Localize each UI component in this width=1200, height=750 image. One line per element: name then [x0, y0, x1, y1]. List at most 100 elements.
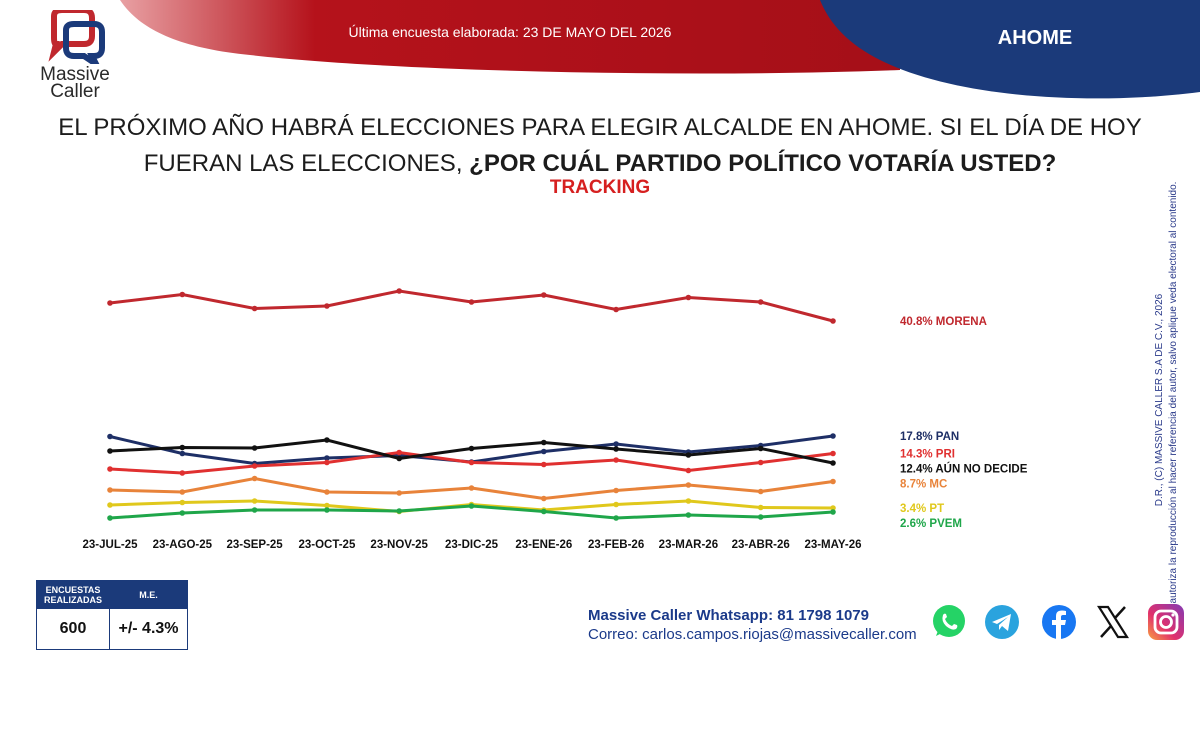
series-line-morena [109, 289, 834, 323]
data-point-aun-no-decide [613, 446, 619, 452]
series-pvem [107, 503, 836, 521]
surveys-header: ENCUESTAS REALIZADAS [37, 581, 109, 609]
header-banner [120, 0, 1200, 99]
x-tick-label: 23-DIC-25 [445, 539, 499, 551]
x-tick-label: 23-MAR-26 [659, 539, 718, 551]
data-point-pri [179, 470, 186, 476]
copyright-notice: D.R., (C) MASSIVE CALLER S.A DE C.V., 20… [1153, 50, 1187, 750]
data-point-morena [468, 299, 475, 305]
data-point-pvem [685, 512, 692, 518]
data-point-pvem [251, 507, 258, 513]
series-label-mc: 8.7% MC [900, 479, 947, 491]
data-point-mc [107, 487, 113, 493]
data-point-pri [107, 466, 113, 472]
data-point-pt [613, 501, 619, 508]
series-pri [107, 449, 836, 476]
x-tick-label: 23-NOV-25 [370, 539, 428, 551]
survey-date: Última encuesta elaborada: 23 DE MAYO DE… [348, 24, 672, 40]
data-point-mc [541, 495, 547, 502]
data-point-pan [179, 450, 186, 457]
data-point-pan [107, 433, 113, 440]
data-point-pri [396, 449, 403, 456]
series-morena [107, 288, 836, 324]
data-point-morena [179, 291, 186, 298]
series-label-pvem: 2.6% PVEM [900, 518, 962, 530]
data-point-pan [324, 455, 330, 461]
question-text: EL PRÓXIMO AÑO HABRÁ ELECCIONES PARA ELE… [30, 110, 1170, 182]
data-point-pvem [757, 514, 764, 520]
logo-name-second: Caller [50, 81, 100, 102]
series-label-pan: 17.8% PAN [900, 431, 959, 443]
data-point-mc [613, 487, 619, 494]
x-tick-label: 23-OCT-25 [298, 539, 355, 551]
data-point-pri [541, 461, 547, 468]
data-point-morena [251, 305, 258, 312]
copyright-line1: D.R., (C) MASSIVE CALLER S.A DE C.V., 20… [1154, 293, 1165, 507]
data-point-mc [830, 478, 836, 485]
data-point-pvem [613, 515, 619, 521]
data-point-pvem [107, 515, 113, 521]
data-point-pt [179, 499, 186, 506]
data-point-pri [685, 467, 692, 474]
table-divider [109, 581, 110, 649]
x-icon[interactable] [1094, 603, 1132, 641]
data-point-pri [613, 457, 619, 463]
data-point-aun-no-decide [396, 455, 403, 462]
data-point-mc [324, 489, 330, 495]
data-point-pvem [179, 510, 186, 516]
data-point-pvem [324, 507, 330, 513]
series-label-pri: 14.3% PRI [900, 449, 955, 461]
x-tick-label: 23-ABR-26 [732, 539, 790, 551]
facebook-icon[interactable] [1040, 603, 1078, 641]
data-point-pan [613, 441, 619, 447]
data-point-aun-no-decide [757, 445, 764, 452]
contact-info: Massive Caller Whatsapp: 81 1798 1079 Co… [588, 606, 917, 644]
series-aun-no-decide [107, 437, 836, 466]
data-point-morena [541, 292, 547, 298]
x-tick-label: 23-JUL-25 [83, 539, 139, 551]
data-point-aun-no-decide [251, 445, 258, 451]
question-emphasis: ¿POR CUÁL PARTIDO POLÍTICO VOTARÍA USTED… [469, 150, 1057, 177]
data-point-morena [757, 299, 764, 305]
data-point-pan [541, 448, 547, 455]
question-main: EL PRÓXIMO AÑO HABRÁ ELECCIONES PARA ELE… [58, 114, 1142, 177]
data-point-pvem [468, 503, 475, 509]
chart-subtitle: TRACKING [549, 177, 651, 198]
data-point-pri [830, 450, 836, 457]
series-label-morena: 40.8% MORENA [900, 316, 987, 328]
series-label-pt: 3.4% PT [900, 503, 944, 515]
instagram-icon[interactable] [1147, 603, 1185, 641]
data-point-mc [685, 482, 692, 488]
logo-name: Massive [40, 64, 110, 85]
data-point-mc [468, 485, 475, 491]
data-point-pvem [830, 509, 836, 515]
data-point-aun-no-decide [324, 437, 330, 443]
data-point-pt [830, 505, 836, 511]
data-point-morena [613, 306, 619, 313]
whatsapp-icon[interactable] [930, 603, 968, 641]
x-tick-label: 23-SEP-25 [226, 539, 283, 551]
margin-error-value: +/- 4.3% [118, 620, 179, 637]
data-point-aun-no-decide [830, 460, 836, 466]
data-point-morena [830, 318, 836, 324]
data-point-pt [324, 502, 330, 509]
data-point-aun-no-decide [685, 452, 692, 458]
data-point-pri [468, 459, 475, 466]
series-mc [107, 475, 836, 502]
data-point-pt [685, 498, 692, 504]
series-label-aun-no-decide: 12.4% AÚN NO DECIDE [900, 463, 1028, 476]
telegram-icon[interactable] [983, 603, 1021, 641]
data-point-pt [251, 498, 258, 504]
brand-logo: Massive Caller [30, 10, 120, 102]
email-contact[interactable]: Correo: carlos.campos.riojas@massivecall… [588, 626, 917, 643]
data-point-pt [107, 502, 113, 508]
x-tick-label: 23-ENE-26 [515, 539, 572, 551]
surveys-value: 600 [59, 620, 87, 637]
tracking-line-chart: 23-JUL-25 23-AGO-25 23-SEP-25 23-OCT-25 23-N… [83, 288, 1028, 551]
region-label: AHOME [997, 27, 1073, 49]
data-point-aun-no-decide [107, 448, 113, 454]
chat-bubbles-icon [48, 10, 105, 64]
whatsapp-contact[interactable]: Massive Caller Whatsapp: 81 1798 1079 [588, 607, 869, 624]
data-point-mc [396, 490, 403, 496]
data-point-mc [251, 475, 258, 482]
